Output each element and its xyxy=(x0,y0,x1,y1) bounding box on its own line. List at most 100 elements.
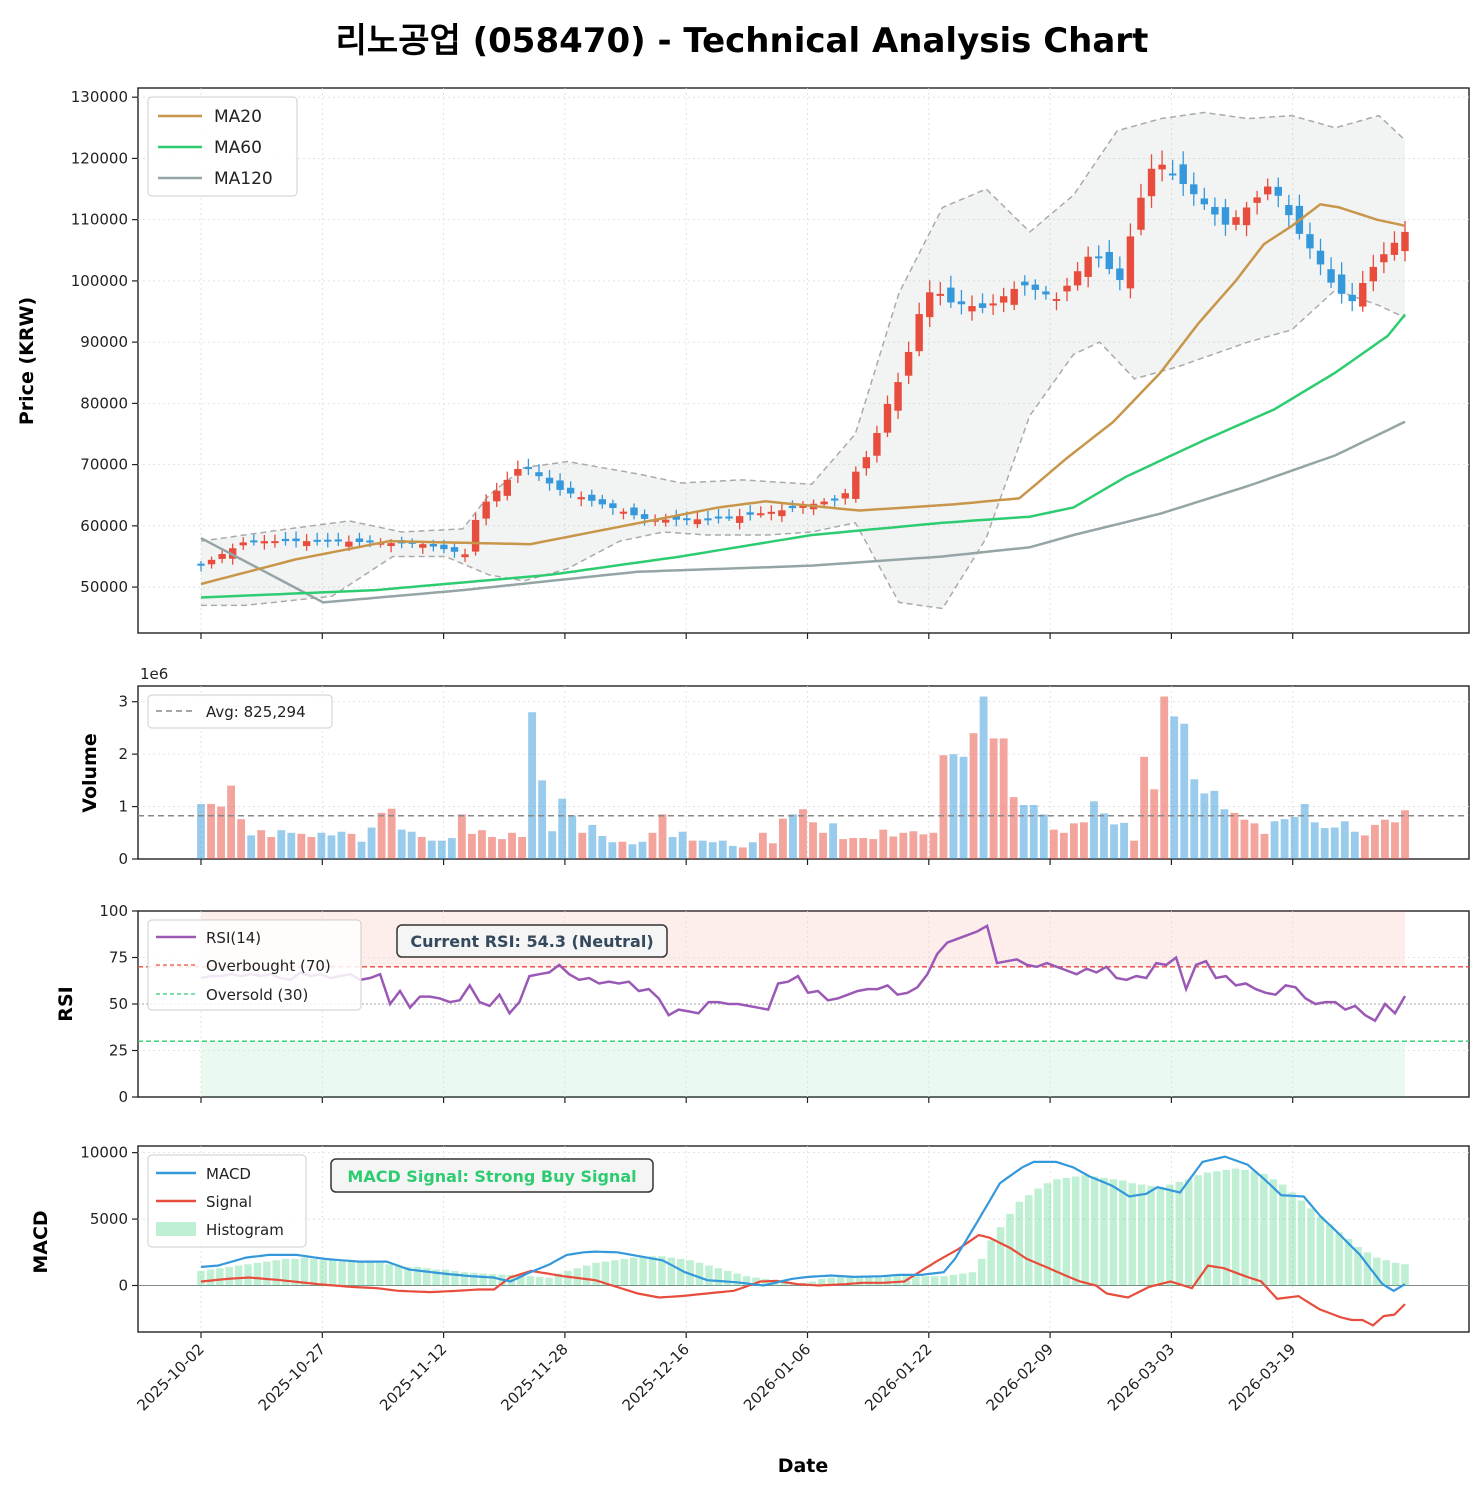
candle-body-77 xyxy=(1010,288,1018,305)
histogram-bar-22 xyxy=(404,1266,412,1286)
candle-105 xyxy=(1306,222,1314,259)
volume-bar-24 xyxy=(437,840,446,859)
candle-15 xyxy=(355,532,364,549)
candle-body-91 xyxy=(1158,164,1166,170)
histogram-bar-112 xyxy=(1250,1171,1259,1286)
candle-13 xyxy=(334,532,342,547)
candle-body-74 xyxy=(978,303,987,308)
histogram-bar-26 xyxy=(441,1269,450,1286)
candle-53 xyxy=(757,506,765,518)
overbought-zone xyxy=(201,911,1405,967)
histogram-bar-51 xyxy=(676,1258,685,1286)
candle-body-71 xyxy=(947,287,955,303)
signal-line xyxy=(200,1233,1406,1327)
volume-bar-28 xyxy=(478,830,486,859)
candle-body-107 xyxy=(1327,269,1335,283)
candle-35 xyxy=(566,481,575,499)
candle-98 xyxy=(1232,210,1240,231)
candle-112 xyxy=(1380,242,1388,274)
histogram-legend-label: Histogram xyxy=(206,1221,284,1239)
oversold-legend-label: Oversold (30) xyxy=(206,986,308,1004)
candle-101 xyxy=(1264,178,1272,201)
candle-103 xyxy=(1285,194,1293,227)
histogram-bar-45 xyxy=(620,1258,629,1286)
candle-95 xyxy=(1200,187,1209,210)
volume-bar-112 xyxy=(1320,828,1329,859)
histogram-bar-6 xyxy=(253,1262,262,1286)
candle-12 xyxy=(324,532,332,548)
candle-body-89 xyxy=(1137,197,1145,230)
candle-76 xyxy=(999,287,1008,313)
candle-64 xyxy=(873,425,881,463)
candle-72 xyxy=(957,290,966,315)
histogram-bar-115 xyxy=(1278,1184,1287,1286)
x-tick-label-9: 2026-03-19 xyxy=(1225,1340,1299,1414)
volume-bar-82 xyxy=(1019,805,1028,859)
histogram-bar-3 xyxy=(225,1266,233,1286)
macd-series xyxy=(200,1155,1406,1327)
histogram-bar-49 xyxy=(658,1256,666,1286)
candle-70 xyxy=(936,281,944,306)
candle-90 xyxy=(1147,154,1156,208)
histogram-bar-18 xyxy=(366,1261,375,1286)
candle-48 xyxy=(704,510,712,526)
rsi-y-ticks: 0 25 50 75 100 xyxy=(99,902,138,1106)
candle-87 xyxy=(1116,256,1124,291)
candle-body-53 xyxy=(757,513,765,516)
candle-4 xyxy=(239,537,247,550)
histogram-bar-31 xyxy=(488,1274,497,1286)
candle-body-109 xyxy=(1348,294,1356,302)
volume-bar-61 xyxy=(809,822,817,859)
rsi-annotation-text: Current RSI: 54.3 (Neutral) xyxy=(410,932,653,951)
histogram-bar-81 xyxy=(959,1273,967,1286)
candle-body-44 xyxy=(662,519,670,523)
volume-bar-64 xyxy=(839,839,848,859)
volume-bar-26 xyxy=(457,814,466,859)
candle-body-40 xyxy=(619,511,628,514)
histogram-bar-13 xyxy=(319,1260,328,1286)
candle-89 xyxy=(1137,183,1145,236)
volume-bar-11 xyxy=(307,836,316,859)
histogram-bar-53 xyxy=(695,1262,704,1286)
macd-line xyxy=(200,1155,1406,1293)
candle-69 xyxy=(926,280,934,328)
histogram-bar-62 xyxy=(780,1281,788,1286)
candle-9 xyxy=(292,531,300,548)
histogram-bar-24 xyxy=(422,1268,431,1286)
histogram-bar-0 xyxy=(197,1270,205,1286)
histogram-bar-109 xyxy=(1222,1169,1231,1286)
volume-bar-73 xyxy=(929,832,938,859)
candle-body-81 xyxy=(1052,298,1061,301)
x-tick-label-7: 2026-02-09 xyxy=(983,1340,1057,1414)
candle-body-10 xyxy=(302,541,311,547)
candle-body-66 xyxy=(894,382,902,411)
candle-52 xyxy=(746,505,754,521)
histogram-bar-23 xyxy=(413,1266,422,1286)
histogram-bar-4 xyxy=(234,1265,243,1286)
histogram-bar-98 xyxy=(1119,1180,1127,1286)
volume-bar-69 xyxy=(889,836,898,859)
candle-body-97 xyxy=(1221,207,1230,225)
candle-51 xyxy=(735,508,744,530)
histogram-legend-swatch xyxy=(156,1222,196,1236)
candle-26 xyxy=(471,513,480,556)
macd-panel: 0 5000 10000 MACD MACD Signal Histogram MA… xyxy=(30,1144,1470,1333)
histogram-bar-105 xyxy=(1184,1179,1193,1286)
volume-bar-47 xyxy=(668,836,677,859)
candle-41 xyxy=(630,503,638,520)
price-ytick-label-2: 70000 xyxy=(80,456,128,474)
volume-bar-20 xyxy=(397,829,406,859)
volume-bar-9 xyxy=(287,832,296,859)
candle-body-75 xyxy=(989,303,997,306)
price-ytick-label-8: 130000 xyxy=(71,88,128,106)
price-ytick-label-7: 120000 xyxy=(71,149,128,167)
candle-79 xyxy=(1031,279,1040,300)
volume-bar-55 xyxy=(748,842,757,859)
candle-body-114 xyxy=(1401,231,1409,252)
volume-bar-106 xyxy=(1260,833,1269,859)
candle-body-34 xyxy=(556,480,564,490)
candle-body-102 xyxy=(1274,186,1282,196)
histogram-bar-86 xyxy=(1006,1213,1014,1286)
candle-body-37 xyxy=(588,494,596,501)
histogram-bar-92 xyxy=(1062,1177,1071,1286)
